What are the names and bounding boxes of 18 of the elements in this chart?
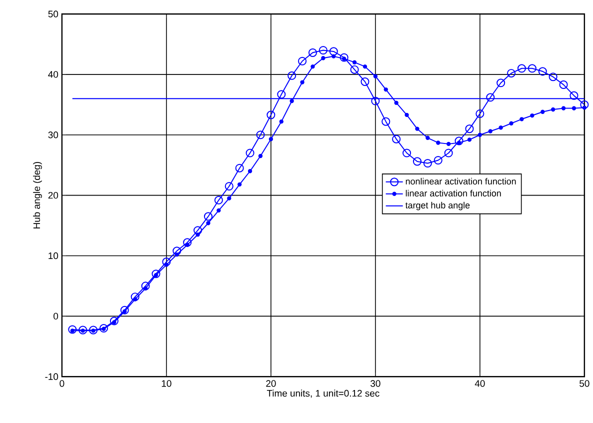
y-tick-label: 10 bbox=[48, 252, 58, 260]
y-tick-label: 0 bbox=[54, 313, 58, 320]
x-axis-title: Time units, 1 unit=0.12 sec bbox=[266, 390, 380, 398]
legend-label: nonlinear activation function bbox=[406, 178, 516, 185]
y-tick-label: 20 bbox=[48, 192, 58, 199]
y-axis-title: Hub angle (deg) bbox=[33, 162, 42, 229]
legend-label: linear activation function bbox=[406, 190, 501, 197]
y-tick-label: 50 bbox=[48, 10, 58, 18]
y-tick-label: 30 bbox=[48, 132, 58, 138]
x-tick-label: 10 bbox=[162, 380, 172, 388]
x-tick-label: 40 bbox=[474, 380, 485, 388]
legend-label: target hub angle bbox=[405, 202, 470, 210]
x-tick-label: 30 bbox=[370, 380, 380, 388]
y-tick-label: 40 bbox=[48, 71, 58, 78]
x-tick-label: 20 bbox=[266, 380, 276, 388]
x-tick-label: 0 bbox=[60, 380, 64, 388]
y-tick-label: -10 bbox=[45, 373, 58, 380]
x-tick-label: 50 bbox=[580, 380, 590, 388]
